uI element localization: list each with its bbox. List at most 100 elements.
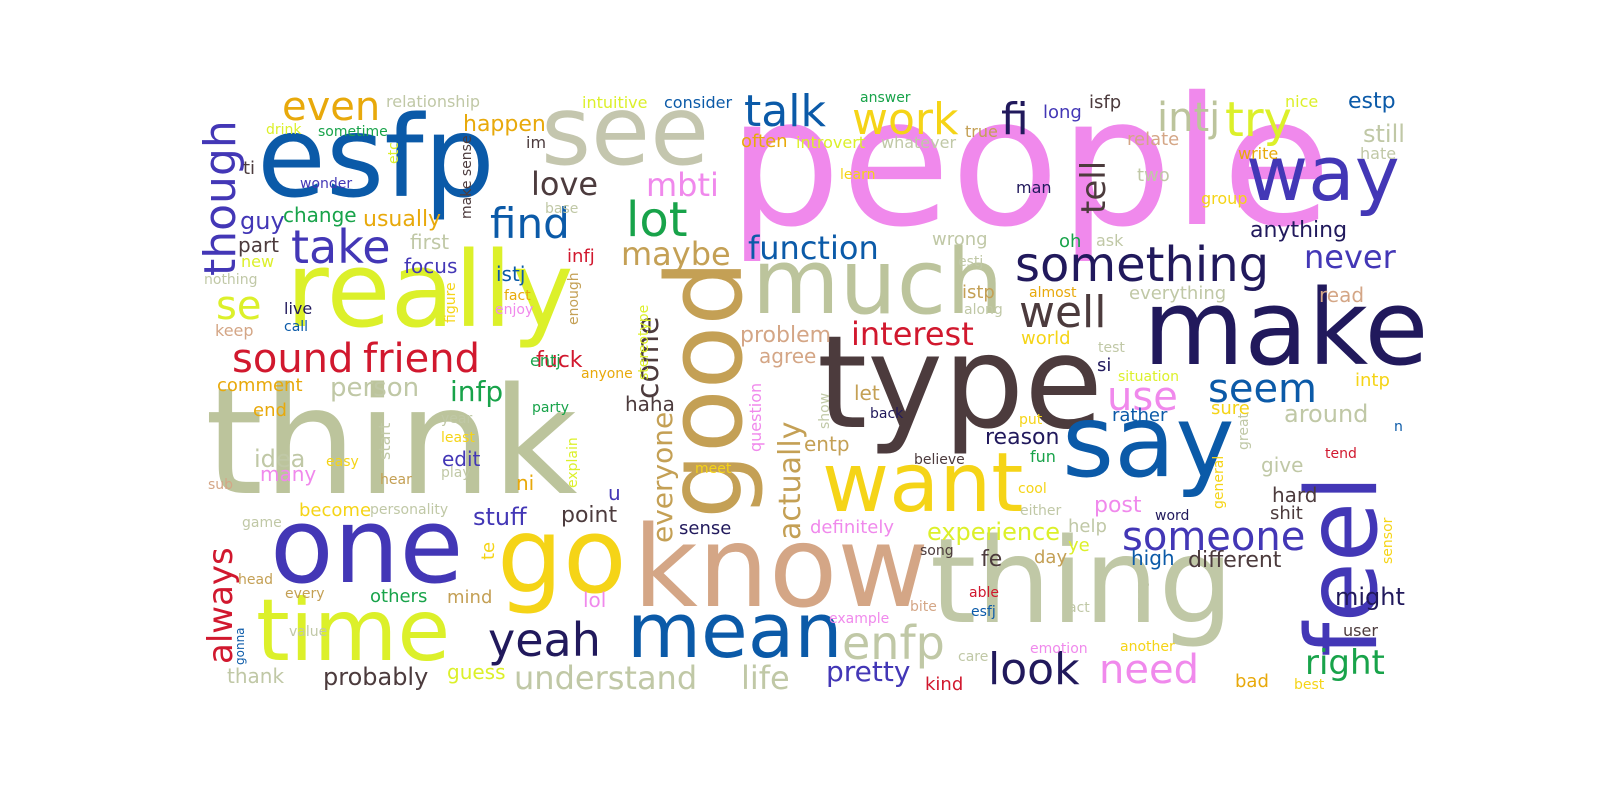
word: actually xyxy=(773,421,808,540)
word: need xyxy=(1099,647,1199,693)
word: probably xyxy=(323,663,429,691)
word: along xyxy=(964,302,1003,318)
word: know xyxy=(633,503,929,633)
word: happen xyxy=(463,112,546,137)
word: never xyxy=(1304,238,1396,276)
word: mbti xyxy=(646,166,719,204)
word: fe xyxy=(981,547,1003,572)
word: esfj xyxy=(971,604,996,620)
word: personality xyxy=(370,502,449,518)
word: post xyxy=(1094,493,1142,518)
word: wrong xyxy=(932,229,988,250)
word: two xyxy=(1137,165,1170,186)
word: intuitive xyxy=(582,93,648,112)
word: group xyxy=(1201,189,1248,208)
word: change xyxy=(283,203,357,227)
word: love xyxy=(531,165,599,203)
word: others xyxy=(370,586,428,607)
word: question xyxy=(746,382,765,452)
word: even xyxy=(282,84,381,130)
word: shit xyxy=(1270,503,1303,524)
word: estj xyxy=(958,254,984,270)
word: sensor xyxy=(1380,517,1396,564)
word: put xyxy=(1019,412,1043,428)
word: person xyxy=(330,373,420,403)
word: friend xyxy=(363,336,480,382)
word: oh xyxy=(1059,231,1082,252)
word: istp xyxy=(962,282,995,303)
word: thing xyxy=(930,512,1234,650)
word: estp xyxy=(1348,89,1396,114)
word: lot xyxy=(626,192,688,248)
word: hear xyxy=(380,472,412,488)
word: back xyxy=(870,406,904,422)
word: everyone xyxy=(646,411,679,543)
word: idea xyxy=(254,445,306,473)
word: year xyxy=(441,411,473,427)
word: tell xyxy=(1074,160,1114,214)
word: relationship xyxy=(386,92,481,111)
word: sound xyxy=(232,336,354,382)
word: mind xyxy=(447,587,493,608)
word: end xyxy=(253,400,287,421)
word: day xyxy=(1034,547,1068,568)
word: usually xyxy=(363,207,442,232)
word: enjoy xyxy=(495,302,534,318)
word: act xyxy=(1068,600,1090,616)
word: emotion xyxy=(1030,641,1088,657)
word: best xyxy=(1294,677,1325,693)
word: work xyxy=(852,94,959,145)
word: sometime xyxy=(318,124,388,140)
word: point xyxy=(561,503,618,528)
word: entj xyxy=(530,351,561,370)
word: give xyxy=(1261,453,1304,477)
word: often xyxy=(741,131,788,152)
word: new xyxy=(241,252,275,271)
word: keep xyxy=(215,321,254,340)
word: infp xyxy=(450,375,504,408)
word: tend xyxy=(1325,446,1357,462)
word: go xyxy=(497,495,627,617)
word: cool xyxy=(1018,481,1047,497)
word: fun xyxy=(1030,447,1056,466)
word: fuck xyxy=(536,348,583,373)
word: help xyxy=(1068,516,1107,537)
word: enfp xyxy=(842,616,945,670)
word: everything xyxy=(1129,283,1227,304)
word: call xyxy=(284,319,309,335)
word: relate xyxy=(1127,129,1180,150)
word: maybe xyxy=(621,235,731,273)
word: infj xyxy=(567,246,595,267)
word: let xyxy=(854,381,880,405)
word: hate xyxy=(1360,144,1397,163)
word: play xyxy=(441,465,471,481)
word: live xyxy=(284,299,313,318)
word: learn xyxy=(840,167,876,183)
word: pretty xyxy=(826,655,911,688)
word: value xyxy=(289,624,328,640)
word: focus xyxy=(404,254,458,278)
word: esfp xyxy=(257,93,495,223)
word: take xyxy=(291,220,391,274)
word: high xyxy=(1131,546,1175,570)
word: meet xyxy=(695,461,732,477)
word: edit xyxy=(442,447,481,471)
word: enough xyxy=(566,272,582,325)
word: thank xyxy=(227,664,285,688)
word: anyone xyxy=(581,366,633,382)
word: true xyxy=(965,122,998,141)
word: read xyxy=(1319,283,1365,307)
word: become xyxy=(299,500,372,521)
word: bite xyxy=(910,599,937,615)
word: te xyxy=(478,541,499,560)
word: long xyxy=(1043,102,1082,123)
word: mean xyxy=(627,586,843,675)
word: se xyxy=(216,283,262,329)
word: every xyxy=(285,586,325,602)
word: haha xyxy=(625,392,675,416)
word: party xyxy=(532,400,569,416)
word: though xyxy=(195,120,246,276)
word: example xyxy=(829,611,890,627)
word: much xyxy=(752,230,1004,335)
